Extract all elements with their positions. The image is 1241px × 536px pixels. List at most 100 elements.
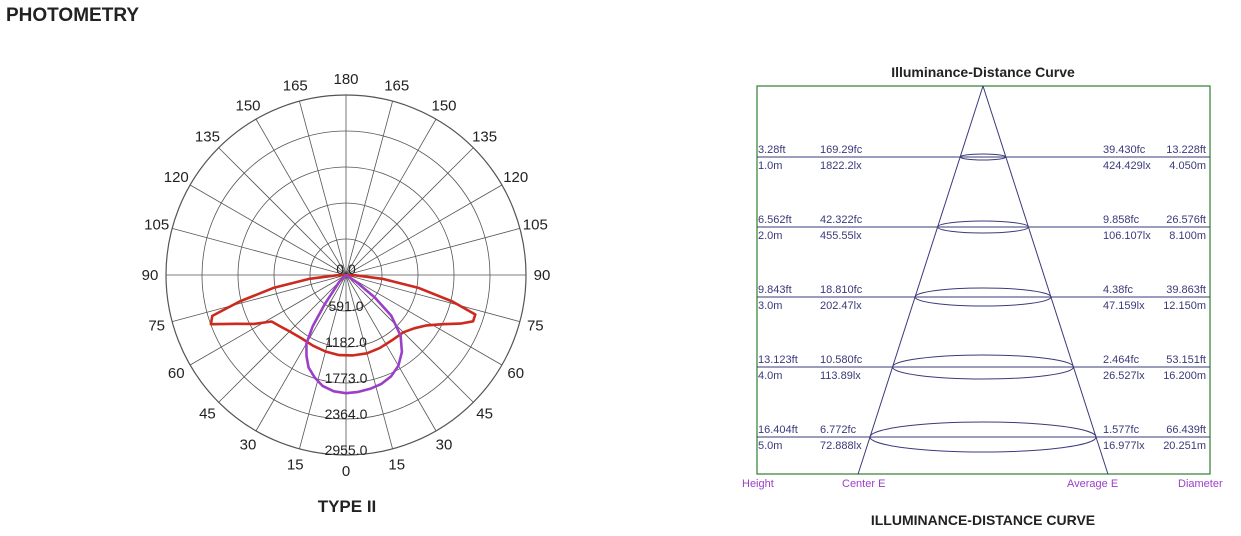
polar-radial-tick-label: 1773.0 xyxy=(325,370,368,386)
polar-angle-label: 75 xyxy=(527,318,544,335)
average-fc-label: 9.858fc xyxy=(1103,214,1140,226)
polar-spoke xyxy=(218,274,347,403)
illuminance-cone-edge xyxy=(857,85,984,475)
polar-spoke xyxy=(299,274,347,449)
diameter-m-label: 4.050m xyxy=(1169,160,1206,172)
polar-chart-caption: TYPE II xyxy=(317,497,377,516)
polar-angle-label: 180 xyxy=(333,71,358,88)
polar-spoke xyxy=(218,147,347,276)
polar-spoke xyxy=(345,274,393,449)
polar-angle-label: 120 xyxy=(164,169,189,186)
polar-spoke xyxy=(172,228,347,276)
average-fc-label: 2.464fc xyxy=(1103,354,1140,366)
page-title: PHOTOMETRY xyxy=(6,5,140,26)
polar-angle-label: 105 xyxy=(144,216,169,233)
polar-spoke xyxy=(189,274,347,366)
center-lx-label: 72.888lx xyxy=(820,440,862,452)
diameter-axis-label: Diameter xyxy=(1178,478,1223,490)
polar-series-c90 xyxy=(305,273,404,395)
illuminance-row: 6.562ft 2.0m 42.322fc 455.55lx 9.858fc 106.10… xyxy=(757,214,1210,242)
polar-angle-label: 135 xyxy=(195,128,220,145)
average-fc-label: 4.38fc xyxy=(1103,284,1133,296)
polar-angle-label: 150 xyxy=(235,97,260,114)
height-m-label: 2.0m xyxy=(758,230,782,242)
polar-radial-tick-label: 1182.0 xyxy=(325,334,367,350)
diameter-m-label: 12.150m xyxy=(1163,300,1206,312)
polar-angle-label: 45 xyxy=(476,406,493,423)
height-ft-label: 3.28ft xyxy=(758,144,786,156)
polar-angle-label: 15 xyxy=(287,456,304,473)
polar-angle-label: 45 xyxy=(199,406,216,423)
polar-series-c0 xyxy=(209,273,477,357)
polar-spoke xyxy=(345,147,474,276)
height-ft-label: 9.843ft xyxy=(758,284,792,296)
diameter-ft-label: 39.863ft xyxy=(1166,284,1206,296)
center-lx-label: 1822.2lx xyxy=(820,160,862,172)
average-fc-label: 1.577fc xyxy=(1103,424,1140,436)
illuminance-ellipse xyxy=(892,354,1074,380)
illuminance-ellipse xyxy=(937,220,1029,234)
average-lx-label: 47.159lx xyxy=(1103,300,1145,312)
polar-angle-label: 60 xyxy=(168,365,185,382)
polar-spoke xyxy=(345,101,393,276)
polar-spoke xyxy=(255,118,347,276)
polar-angle-label: 75 xyxy=(148,318,165,335)
polar-angle-label: 90 xyxy=(142,267,159,284)
polar-angle-label: 105 xyxy=(523,216,548,233)
diameter-ft-label: 13.228ft xyxy=(1166,144,1206,156)
illuminance-ellipse xyxy=(914,287,1052,307)
center-fc-label: 18.810fc xyxy=(820,284,863,296)
height-ft-label: 6.562ft xyxy=(758,214,792,226)
polar-spoke xyxy=(299,101,347,276)
polar-radial-tick-label: 591.0 xyxy=(328,298,363,314)
polar-spoke xyxy=(172,274,347,322)
average-lx-label: 16.977lx xyxy=(1103,440,1145,452)
polar-spoke xyxy=(345,274,474,403)
polar-angle-label: 30 xyxy=(240,437,257,454)
polar-angle-label: 0 xyxy=(342,463,350,480)
average-lx-label: 106.107lx xyxy=(1103,230,1151,242)
polar-spoke xyxy=(345,228,520,276)
polar-angle-label: 165 xyxy=(283,78,308,95)
average-lx-label: 26.527lx xyxy=(1103,370,1145,382)
polar-grid xyxy=(165,94,527,456)
diameter-m-label: 16.200m xyxy=(1163,370,1206,382)
center-axis-label: Center E xyxy=(842,478,885,490)
height-axis-label: Height xyxy=(742,478,774,490)
polar-radial-tick-label: 2955.0 xyxy=(325,442,368,458)
diameter-m-label: 8.100m xyxy=(1169,230,1206,242)
polar-radial-tick-label: 2364.0 xyxy=(325,406,368,422)
illuminance-row: 9.843ft 3.0m 18.810fc 202.47lx 4.38fc 47.159l… xyxy=(757,284,1210,312)
polar-spoke xyxy=(345,274,520,322)
height-m-label: 4.0m xyxy=(758,370,782,382)
center-lx-label: 455.55lx xyxy=(820,230,862,242)
illuminance-row: 13.123ft 4.0m 10.580fc 113.89lx 2.464fc 26.52… xyxy=(757,354,1210,382)
center-fc-label: 169.29fc xyxy=(820,144,863,156)
average-lx-label: 424.429lx xyxy=(1103,160,1151,172)
polar-spoke xyxy=(345,118,437,276)
polar-angle-label: 30 xyxy=(436,437,453,454)
average-axis-label: Average E xyxy=(1067,478,1118,490)
polar-spoke xyxy=(345,274,437,432)
height-m-label: 3.0m xyxy=(758,300,782,312)
diameter-ft-label: 53.151ft xyxy=(1166,354,1206,366)
polar-angle-label: 150 xyxy=(431,97,456,114)
diameter-ft-label: 26.576ft xyxy=(1166,214,1206,226)
height-ft-label: 16.404ft xyxy=(758,424,798,436)
polar-angle-label: 120 xyxy=(503,169,528,186)
polar-angle-label: 165 xyxy=(384,78,409,95)
polar-angle-label: 60 xyxy=(507,365,524,382)
height-m-label: 5.0m xyxy=(758,440,782,452)
illuminance-row: 3.28ft 1.0m 169.29fc 1822.2lx 39.430fc 424.42… xyxy=(757,144,1210,172)
height-ft-label: 13.123ft xyxy=(758,354,798,366)
polar-spoke xyxy=(189,184,347,276)
diameter-m-label: 20.251m xyxy=(1163,440,1206,452)
average-fc-label: 39.430fc xyxy=(1103,144,1146,156)
polar-angle-label: 135 xyxy=(472,128,497,145)
center-fc-label: 6.772fc xyxy=(820,424,857,436)
illuminance-ellipse xyxy=(959,153,1007,161)
polar-spoke xyxy=(345,184,503,276)
polar-angle-label: 15 xyxy=(388,456,405,473)
